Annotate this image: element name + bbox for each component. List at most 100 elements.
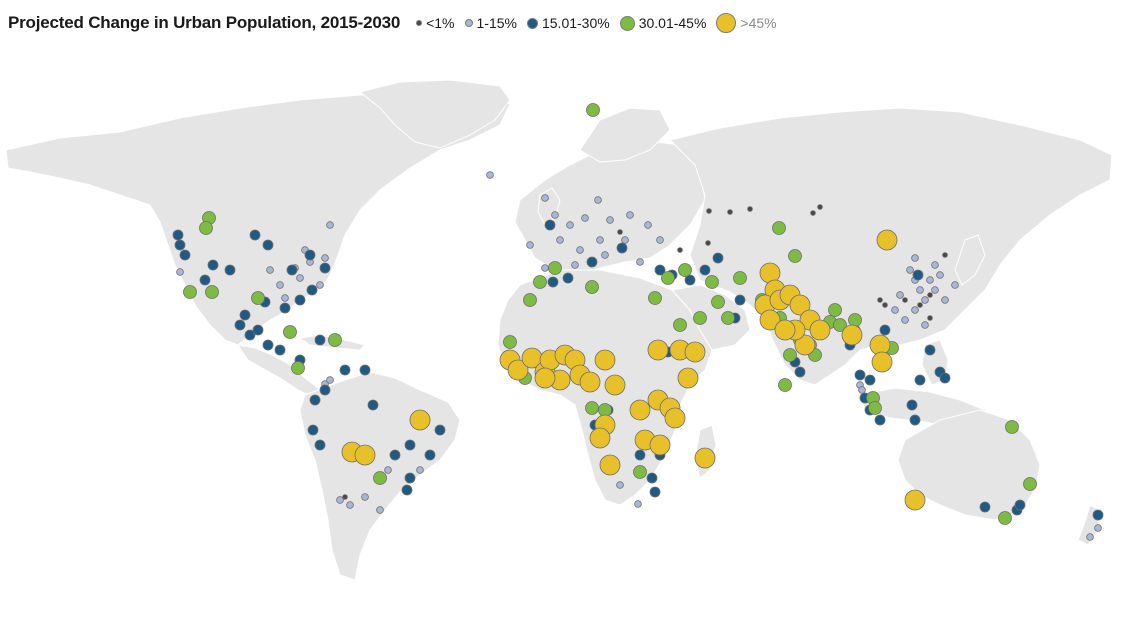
city-marker-gt45: [534, 367, 556, 389]
city-marker-b1_15: [931, 286, 939, 294]
city-marker-b1_15: [384, 466, 392, 474]
city-marker-gt45: [759, 309, 781, 331]
city-marker-b15_30: [794, 366, 806, 378]
city-marker-b1_15: [486, 171, 494, 179]
city-marker-b15_30: [319, 384, 331, 396]
city-marker-b15_30: [304, 249, 316, 261]
city-marker-b30_45: [678, 263, 692, 277]
city-marker-b1_15: [644, 221, 652, 229]
city-marker-b30_45: [328, 333, 342, 347]
city-marker-b1_15: [911, 254, 919, 262]
city-marker-b15_30: [909, 414, 921, 426]
land-greenland: [358, 79, 511, 149]
city-marker-b1_15: [931, 261, 939, 269]
city-marker-b1_15: [621, 236, 629, 244]
city-marker-b15_30: [547, 276, 559, 288]
city-marker-b15_30: [319, 262, 331, 274]
city-marker-b15_30: [244, 329, 256, 341]
city-marker-b30_45: [533, 275, 547, 289]
city-marker-b15_30: [314, 334, 326, 346]
city-marker-b1_15: [926, 276, 934, 284]
city-marker-b15_30: [684, 274, 696, 286]
city-marker-b1_15: [551, 211, 559, 219]
city-marker-b30_45: [711, 295, 725, 309]
city-marker-b15_30: [262, 239, 274, 251]
city-marker-b15_30: [367, 399, 379, 411]
city-marker-b1_15: [526, 241, 534, 249]
city-marker-lt1: [882, 302, 888, 308]
legend-item-gt45: >45%: [716, 13, 777, 33]
city-marker-gt45: [354, 444, 376, 466]
city-marker-b30_45: [783, 348, 797, 362]
city-marker-b15_30: [979, 501, 991, 513]
city-marker-b30_45: [199, 221, 213, 235]
city-marker-b1_15: [634, 500, 642, 508]
city-marker-b15_30: [234, 319, 246, 331]
city-marker-b15_30: [309, 394, 321, 406]
city-marker-b30_45: [291, 361, 305, 375]
city-marker-b1_15: [1086, 533, 1094, 541]
city-marker-b30_45: [205, 285, 219, 299]
land-masses: [5, 79, 1113, 581]
city-marker-gt45: [594, 349, 616, 371]
city-marker-lt1: [617, 229, 623, 235]
legend-item-lt1: <1%: [416, 15, 455, 31]
city-marker-b15_30: [914, 374, 926, 386]
city-marker-b30_45: [373, 471, 387, 485]
city-marker-b30_45: [283, 325, 297, 339]
city-marker-b15_30: [699, 264, 711, 276]
city-marker-b15_30: [174, 239, 186, 251]
city-marker-b15_30: [239, 309, 251, 321]
city-marker-b15_30: [864, 374, 876, 386]
city-marker-b15_30: [712, 252, 724, 264]
city-marker-gt45: [774, 319, 796, 341]
city-marker-b1_15: [576, 246, 584, 254]
city-marker-gt45: [809, 319, 831, 341]
map-title: Projected Change in Urban Population, 20…: [8, 13, 401, 32]
city-marker-b15_30: [274, 344, 286, 356]
city-marker-b15_30: [654, 264, 666, 276]
city-marker-b1_15: [376, 506, 384, 514]
city-marker-b30_45: [705, 275, 719, 289]
city-marker-gt45: [684, 341, 706, 363]
city-marker-b1_15: [176, 268, 184, 276]
city-marker-b30_45: [251, 291, 265, 305]
city-marker-b1_15: [951, 281, 959, 289]
legend-swatch-30-45: [619, 15, 635, 31]
city-marker-lt1: [817, 204, 823, 210]
legend-swatch-15-30: [526, 17, 538, 29]
city-marker-b1_15: [896, 291, 904, 299]
city-marker-b15_30: [646, 472, 658, 484]
city-marker-gt45: [794, 334, 816, 356]
city-marker-b15_30: [634, 449, 646, 461]
city-marker-b1_15: [571, 261, 579, 269]
city-marker-gt45: [904, 489, 926, 511]
city-marker-b1_15: [906, 266, 914, 274]
city-marker-gt45: [589, 427, 611, 449]
city-marker-b30_45: [721, 311, 735, 325]
city-marker-gt45: [599, 454, 621, 476]
city-marker-b1_15: [656, 236, 664, 244]
city-marker-b1_15: [361, 493, 369, 501]
city-marker-b15_30: [249, 229, 261, 241]
legend-label-1-15: 1-15%: [476, 15, 517, 31]
city-marker-b1_15: [891, 306, 899, 314]
legend-label-30-45: 30.01-45%: [638, 15, 707, 31]
legend-swatch-lt1: [416, 20, 423, 26]
land-scandinavia: [579, 107, 671, 163]
city-marker-b30_45: [848, 313, 862, 327]
city-marker-b30_45: [661, 271, 675, 285]
city-marker-lt1: [877, 297, 883, 303]
city-marker-b1_15: [266, 266, 274, 274]
map-header: Projected Change in Urban Population, 20…: [8, 10, 777, 36]
city-marker-b1_15: [594, 196, 602, 204]
city-marker-b30_45: [772, 221, 786, 235]
city-marker-b15_30: [306, 284, 318, 296]
city-marker-lt1: [902, 297, 908, 303]
city-marker-b15_30: [939, 372, 951, 384]
city-marker-b1_15: [601, 251, 609, 259]
city-marker-b15_30: [307, 424, 319, 436]
city-marker-b30_45: [868, 401, 882, 415]
legend-item-15-30: 15.01-30%: [526, 15, 610, 31]
city-marker-gt45: [694, 447, 716, 469]
